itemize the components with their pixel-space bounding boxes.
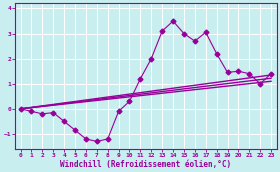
- X-axis label: Windchill (Refroidissement éolien,°C): Windchill (Refroidissement éolien,°C): [60, 159, 231, 169]
